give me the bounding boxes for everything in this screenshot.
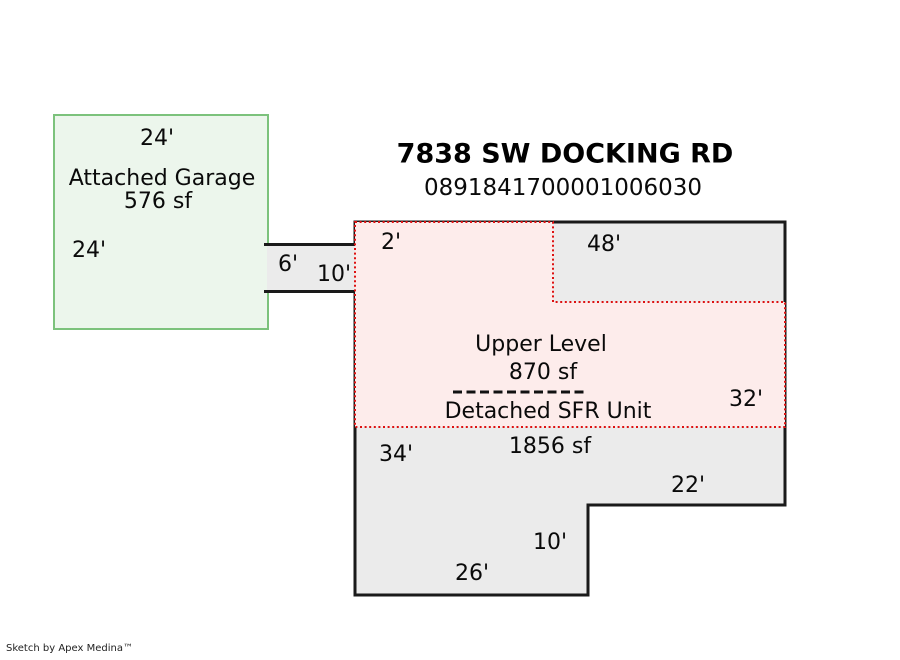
upper-level-label: Upper Level xyxy=(475,331,607,357)
breezeway-walls xyxy=(264,243,357,293)
building-dim-right: 32' xyxy=(728,386,764,412)
unit-label: Detached SFR Unit xyxy=(444,398,652,424)
building-dim-bottom: 26' xyxy=(454,560,490,586)
page-title: 7838 SW DOCKING RD xyxy=(396,138,734,170)
breezeway-floor xyxy=(267,246,356,290)
building-dim-step: 10' xyxy=(532,529,568,555)
garage-label: Attached Garage xyxy=(68,165,256,191)
building-dim-left: 34' xyxy=(378,441,414,467)
garage-dim-left: 24' xyxy=(71,237,107,263)
unit-area: 1856 sf xyxy=(508,433,592,459)
sketch-credit: Sketch by Apex Medina™ xyxy=(6,643,133,654)
garage-outline xyxy=(53,114,269,330)
breezeway-dim-length: 10' xyxy=(316,261,352,287)
garage-area: 576 sf xyxy=(123,188,193,214)
garage-dim-top: 24' xyxy=(139,125,175,151)
breezeway-dim-height: 6' xyxy=(277,251,299,277)
building-dim-top-right: 48' xyxy=(586,231,622,257)
upper-level-region xyxy=(354,221,786,428)
building-dim-top-left: 2' xyxy=(380,229,402,255)
building-dim-notch-top: 22' xyxy=(670,472,706,498)
upper-level-area: 870 sf xyxy=(508,359,578,385)
parcel-number: 0891841700001006030 xyxy=(423,175,703,201)
